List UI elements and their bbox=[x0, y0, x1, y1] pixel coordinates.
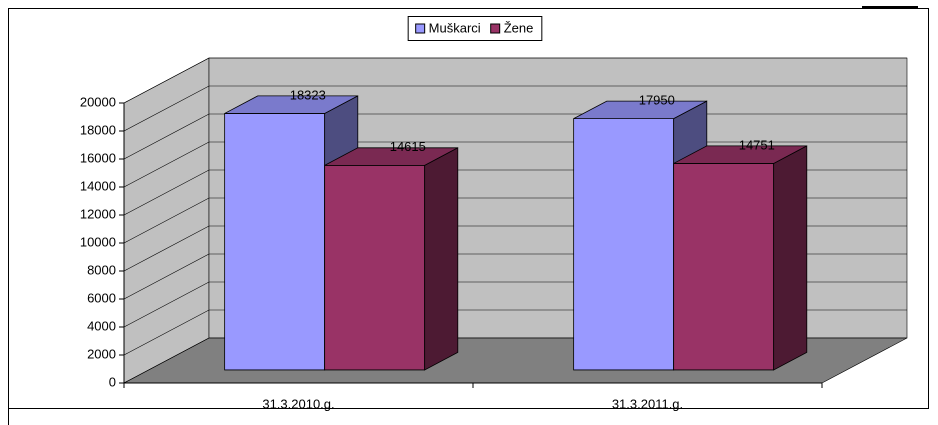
legend-box bbox=[407, 16, 543, 41]
bar-top bbox=[224, 95, 358, 114]
legend-label: Muškarci bbox=[429, 20, 481, 35]
bar bbox=[324, 147, 459, 371]
legend-label: Žene bbox=[504, 20, 534, 35]
legend: Muškarci Žene bbox=[407, 16, 543, 41]
y-tick-label: 0 bbox=[109, 374, 116, 389]
grid-line bbox=[123, 85, 907, 132]
y-tick-label: 8000 bbox=[87, 262, 116, 277]
bar-front bbox=[573, 118, 675, 371]
bar-front bbox=[324, 164, 426, 371]
x-tick-label: 31.3.2011.g. bbox=[612, 396, 683, 411]
bar-front bbox=[673, 163, 775, 371]
plot-area: 0 2000 4000 6000 8000 10000 12000 14000 16000 180… bbox=[80, 57, 908, 411]
bar-top bbox=[573, 100, 707, 120]
y-tick-label: 18000 bbox=[80, 122, 116, 137]
value-label: 14615 bbox=[390, 139, 426, 154]
bar-side bbox=[773, 145, 808, 371]
y-tick-label: 4000 bbox=[87, 318, 116, 333]
legend-swatch bbox=[415, 23, 426, 34]
bar-front bbox=[224, 113, 326, 371]
grid-line bbox=[123, 57, 907, 104]
y-tick-label: 2000 bbox=[87, 346, 116, 361]
y-tick-label: 14000 bbox=[80, 178, 116, 193]
y-tick-label: 20000 bbox=[80, 94, 116, 109]
bar-side bbox=[424, 147, 459, 371]
y-tick-label: 12000 bbox=[80, 206, 116, 221]
x-tick-label: 31.3.2010.g. bbox=[262, 396, 334, 411]
bar-top bbox=[324, 147, 458, 166]
bar bbox=[673, 145, 808, 371]
legend-swatch bbox=[490, 23, 501, 34]
y-tick-label: 16000 bbox=[80, 150, 116, 165]
value-label: 18323 bbox=[290, 87, 326, 102]
value-label: 17950 bbox=[639, 93, 675, 108]
bar-top bbox=[673, 145, 807, 164]
value-label: 14751 bbox=[739, 137, 775, 152]
y-tick-label: 10000 bbox=[80, 234, 116, 249]
y-tick-label: 6000 bbox=[87, 290, 116, 305]
